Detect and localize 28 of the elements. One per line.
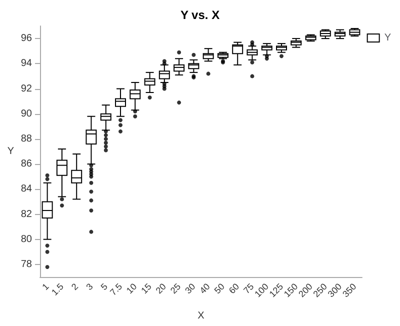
y-tick-label: 92	[20, 83, 32, 94]
chart-title: Y vs. X	[180, 8, 220, 22]
y-tick-label: 94	[20, 58, 32, 70]
x-tick-label: 25	[168, 281, 183, 296]
x-tick-label: 30	[183, 281, 198, 296]
x-tick-label: 3	[84, 281, 95, 292]
y-tick-label: 96	[20, 33, 32, 44]
x-tick-label: 60	[226, 281, 242, 296]
y-axis-title: Y	[7, 146, 14, 157]
x-axis-title: X	[198, 310, 205, 322]
x-tick-label: 2	[70, 281, 80, 292]
x-tick-label: 50	[212, 281, 226, 296]
legend-label: Y	[384, 32, 392, 44]
y-tick-label: 90	[20, 108, 32, 120]
y-tick-label: 86	[20, 158, 32, 170]
x-tick-label: 20	[154, 281, 168, 296]
y-tick-label: 88	[20, 133, 32, 144]
x-tick-label: 7.5	[108, 281, 124, 298]
x-tick-label: 15	[139, 281, 154, 296]
y-tick-label: 82	[20, 208, 32, 220]
x-tick-label: 10	[124, 281, 139, 296]
y-tick-label: 84	[20, 184, 32, 195]
x-tick-label: 1	[40, 281, 51, 292]
x-tick-label: 1.5	[50, 281, 66, 298]
x-tick-label: 40	[198, 281, 212, 296]
y-tick-label: 78	[20, 258, 32, 270]
y-tick-label: 80	[20, 234, 32, 245]
x-tick-label: 5	[98, 281, 110, 292]
